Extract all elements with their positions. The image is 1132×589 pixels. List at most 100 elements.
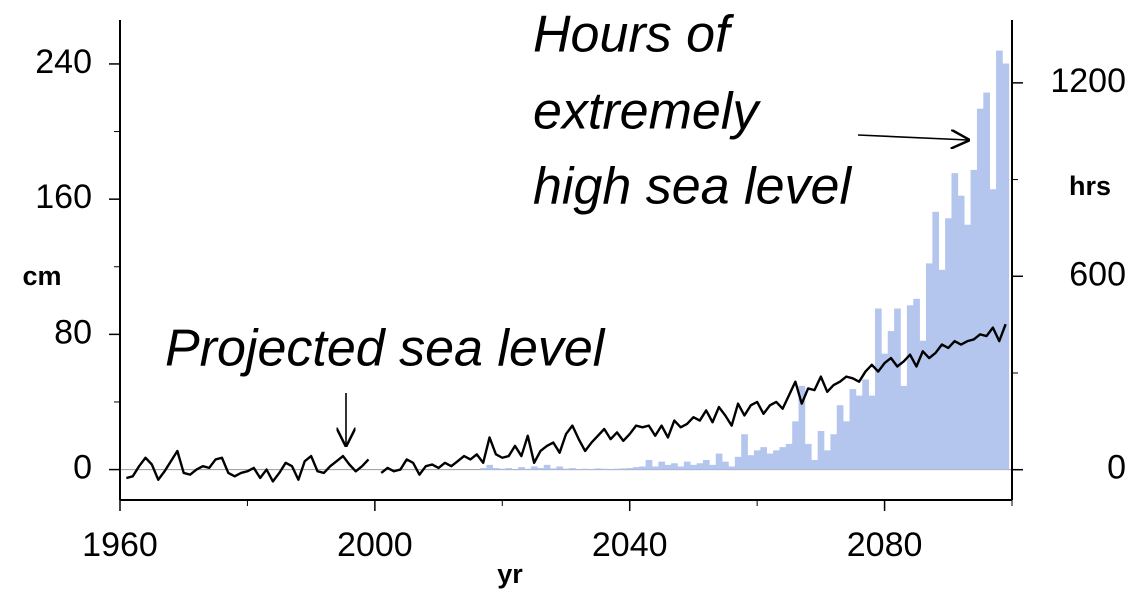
bar [588, 469, 595, 470]
bar [741, 434, 748, 470]
bar [505, 468, 513, 470]
bar [652, 466, 659, 470]
bar [479, 468, 487, 470]
y-axis-label: cm [22, 261, 61, 291]
bar [715, 453, 723, 470]
bar [773, 450, 780, 470]
bar [868, 395, 876, 470]
bar [728, 466, 736, 470]
bar [607, 469, 615, 470]
bar [753, 450, 761, 470]
x-tick-label: 2040 [592, 526, 668, 564]
bar [537, 468, 544, 470]
bar [900, 385, 908, 470]
bar [779, 447, 787, 470]
x-tick-label: 2080 [847, 526, 923, 564]
bar [983, 92, 990, 470]
bar [913, 298, 920, 470]
bar [702, 460, 710, 470]
bar [734, 456, 742, 470]
bar [785, 443, 793, 470]
annotation: extremely [533, 83, 761, 141]
bar [524, 468, 532, 470]
bar [671, 463, 678, 470]
annotation: Hours of [533, 6, 734, 64]
bar [766, 453, 774, 470]
bar [1002, 63, 1010, 470]
bar [747, 455, 755, 470]
bar [620, 468, 627, 470]
bar [925, 263, 933, 470]
bar [696, 463, 704, 470]
bar [970, 169, 978, 470]
bar [486, 464, 494, 470]
bar [951, 173, 959, 470]
bar [760, 447, 767, 470]
bar [658, 461, 666, 470]
bar [569, 468, 576, 470]
x-tick-label: 2000 [337, 526, 413, 564]
bar [632, 467, 640, 470]
bar [894, 308, 901, 470]
bar [562, 468, 570, 470]
bar [976, 108, 984, 470]
line [126, 323, 1007, 483]
x-axis-label: yr [497, 559, 523, 589]
bar [543, 464, 551, 470]
bar [875, 308, 882, 470]
bar [626, 468, 634, 470]
bar [830, 434, 838, 470]
bar [499, 468, 506, 470]
bar [964, 224, 971, 470]
bar [556, 466, 564, 470]
bar [645, 460, 653, 470]
y-tick-label: 160 [35, 178, 92, 216]
bar [575, 469, 583, 470]
bar [996, 50, 1003, 470]
bar [550, 468, 557, 470]
bar [817, 431, 825, 470]
bar [843, 421, 850, 470]
annotation: high sea level [533, 158, 852, 216]
bar [792, 421, 799, 470]
bar [613, 468, 621, 470]
bar [530, 466, 538, 470]
bar [690, 464, 697, 470]
bar [919, 340, 927, 470]
bar [722, 461, 729, 470]
bar [836, 405, 844, 470]
bar [811, 460, 818, 470]
y-tick-label: 80 [54, 313, 92, 351]
y2-tick-label: 0 [1107, 449, 1126, 487]
bar [906, 305, 914, 470]
bar [518, 467, 525, 470]
bar [855, 395, 863, 470]
bar [849, 389, 857, 470]
bar [639, 466, 646, 470]
y2-axis-label: hrs [1069, 171, 1111, 201]
bar [709, 464, 717, 470]
bar [887, 331, 895, 470]
bar [511, 469, 519, 470]
bar [594, 468, 602, 470]
y-tick-label: 240 [35, 43, 92, 81]
y-tick-label: 0 [73, 449, 92, 487]
bar [804, 443, 812, 470]
bar [824, 450, 831, 470]
x-tick-label: 1960 [82, 526, 158, 564]
y2-tick-label: 600 [1069, 255, 1126, 293]
bar [798, 385, 806, 470]
bar [492, 468, 500, 470]
bar [581, 468, 589, 470]
bar [862, 379, 869, 470]
y2-tick-label: 1200 [1050, 62, 1126, 100]
bar [945, 218, 952, 470]
bar [683, 461, 691, 470]
annotation: Projected sea level [165, 320, 606, 378]
bar [881, 353, 889, 470]
bar [601, 468, 608, 470]
bar [664, 464, 672, 470]
bar [677, 466, 685, 470]
